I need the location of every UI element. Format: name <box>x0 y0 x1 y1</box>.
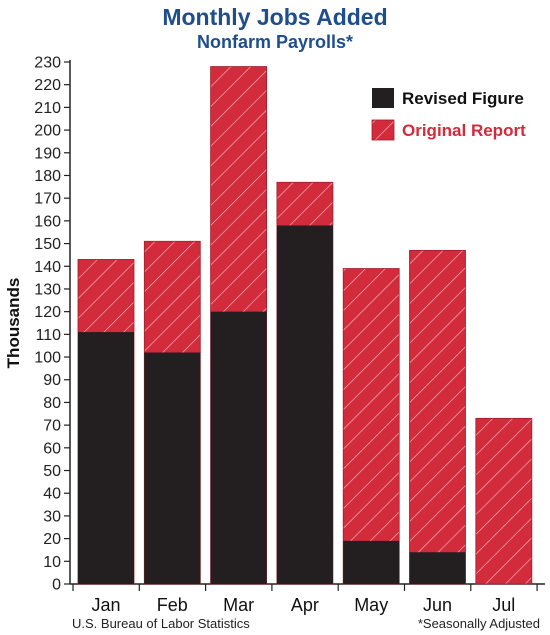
legend: Revised Figure Original Report <box>371 88 526 141</box>
y-tick-label: 40 <box>43 486 61 503</box>
y-tick-label: 150 <box>34 236 61 253</box>
x-tick-label: Mar <box>223 595 254 615</box>
x-tick-label: Jul <box>492 595 515 615</box>
legend-swatch-original <box>371 119 395 141</box>
bar-original-may <box>342 268 400 585</box>
y-tick-label: 180 <box>34 168 61 185</box>
x-tick-label: May <box>354 595 388 615</box>
y-tick-label: 130 <box>34 281 61 298</box>
legend-label-revised: Revised Figure <box>402 89 524 108</box>
bars <box>77 66 533 585</box>
x-tick-label: Apr <box>291 595 319 615</box>
x-tick-label: Jun <box>423 595 452 615</box>
y-tick-label: 160 <box>34 213 61 230</box>
y-tick-label: 210 <box>34 100 61 117</box>
labels: 0 10 20 30 40 50 60 70 80 90 100 110 120 130 140 150 160… <box>4 55 515 616</box>
y-axis-label: Thousands <box>4 278 23 369</box>
y-tick-label: 0 <box>52 577 61 594</box>
y-tick-label: 220 <box>34 77 61 94</box>
bar-revised-mar <box>210 311 267 584</box>
x-tick-label: Jan <box>91 595 120 615</box>
x-tick-label: Feb <box>157 595 188 615</box>
y-tick-label: 170 <box>34 191 61 208</box>
y-tick-label: 140 <box>34 259 61 276</box>
y-tick-label: 10 <box>43 554 61 571</box>
legend-label-original: Original Report <box>402 121 526 140</box>
y-tick-label: 100 <box>34 350 61 367</box>
legend-swatch-revised <box>372 88 394 108</box>
chart-title: Monthly Jobs Added <box>162 4 388 30</box>
chart-subtitle: Nonfarm Payrolls* <box>196 32 354 52</box>
y-tick-label: 90 <box>43 372 61 389</box>
y-tick-label: 230 <box>34 55 61 72</box>
y-tick-label: 20 <box>43 531 61 548</box>
source-note: U.S. Bureau of Labor Statistics <box>72 616 250 631</box>
bar-revised-feb <box>144 352 201 584</box>
y-tick-label: 200 <box>34 123 61 140</box>
y-tick-label: 70 <box>43 418 61 435</box>
y-tick-label: 60 <box>43 440 61 457</box>
bar-revised-jun <box>409 552 466 584</box>
bar-revised-may <box>343 540 400 584</box>
bar-revised-jan <box>78 332 134 584</box>
y-tick-label: 110 <box>35 327 61 344</box>
bar-original-jul <box>475 417 533 585</box>
bar-revised-apr <box>276 225 333 584</box>
y-tick-label: 190 <box>34 145 61 162</box>
y-tick-label: 120 <box>34 304 61 321</box>
bar-original-jun <box>409 249 466 585</box>
y-tick-label: 80 <box>43 395 61 412</box>
y-tick-label: 30 <box>43 508 61 525</box>
seasonal-note: *Seasonally Adjusted <box>418 616 540 631</box>
footer: U.S. Bureau of Labor Statistics *Seasonal… <box>72 616 540 631</box>
y-tick-label: 50 <box>43 463 61 480</box>
